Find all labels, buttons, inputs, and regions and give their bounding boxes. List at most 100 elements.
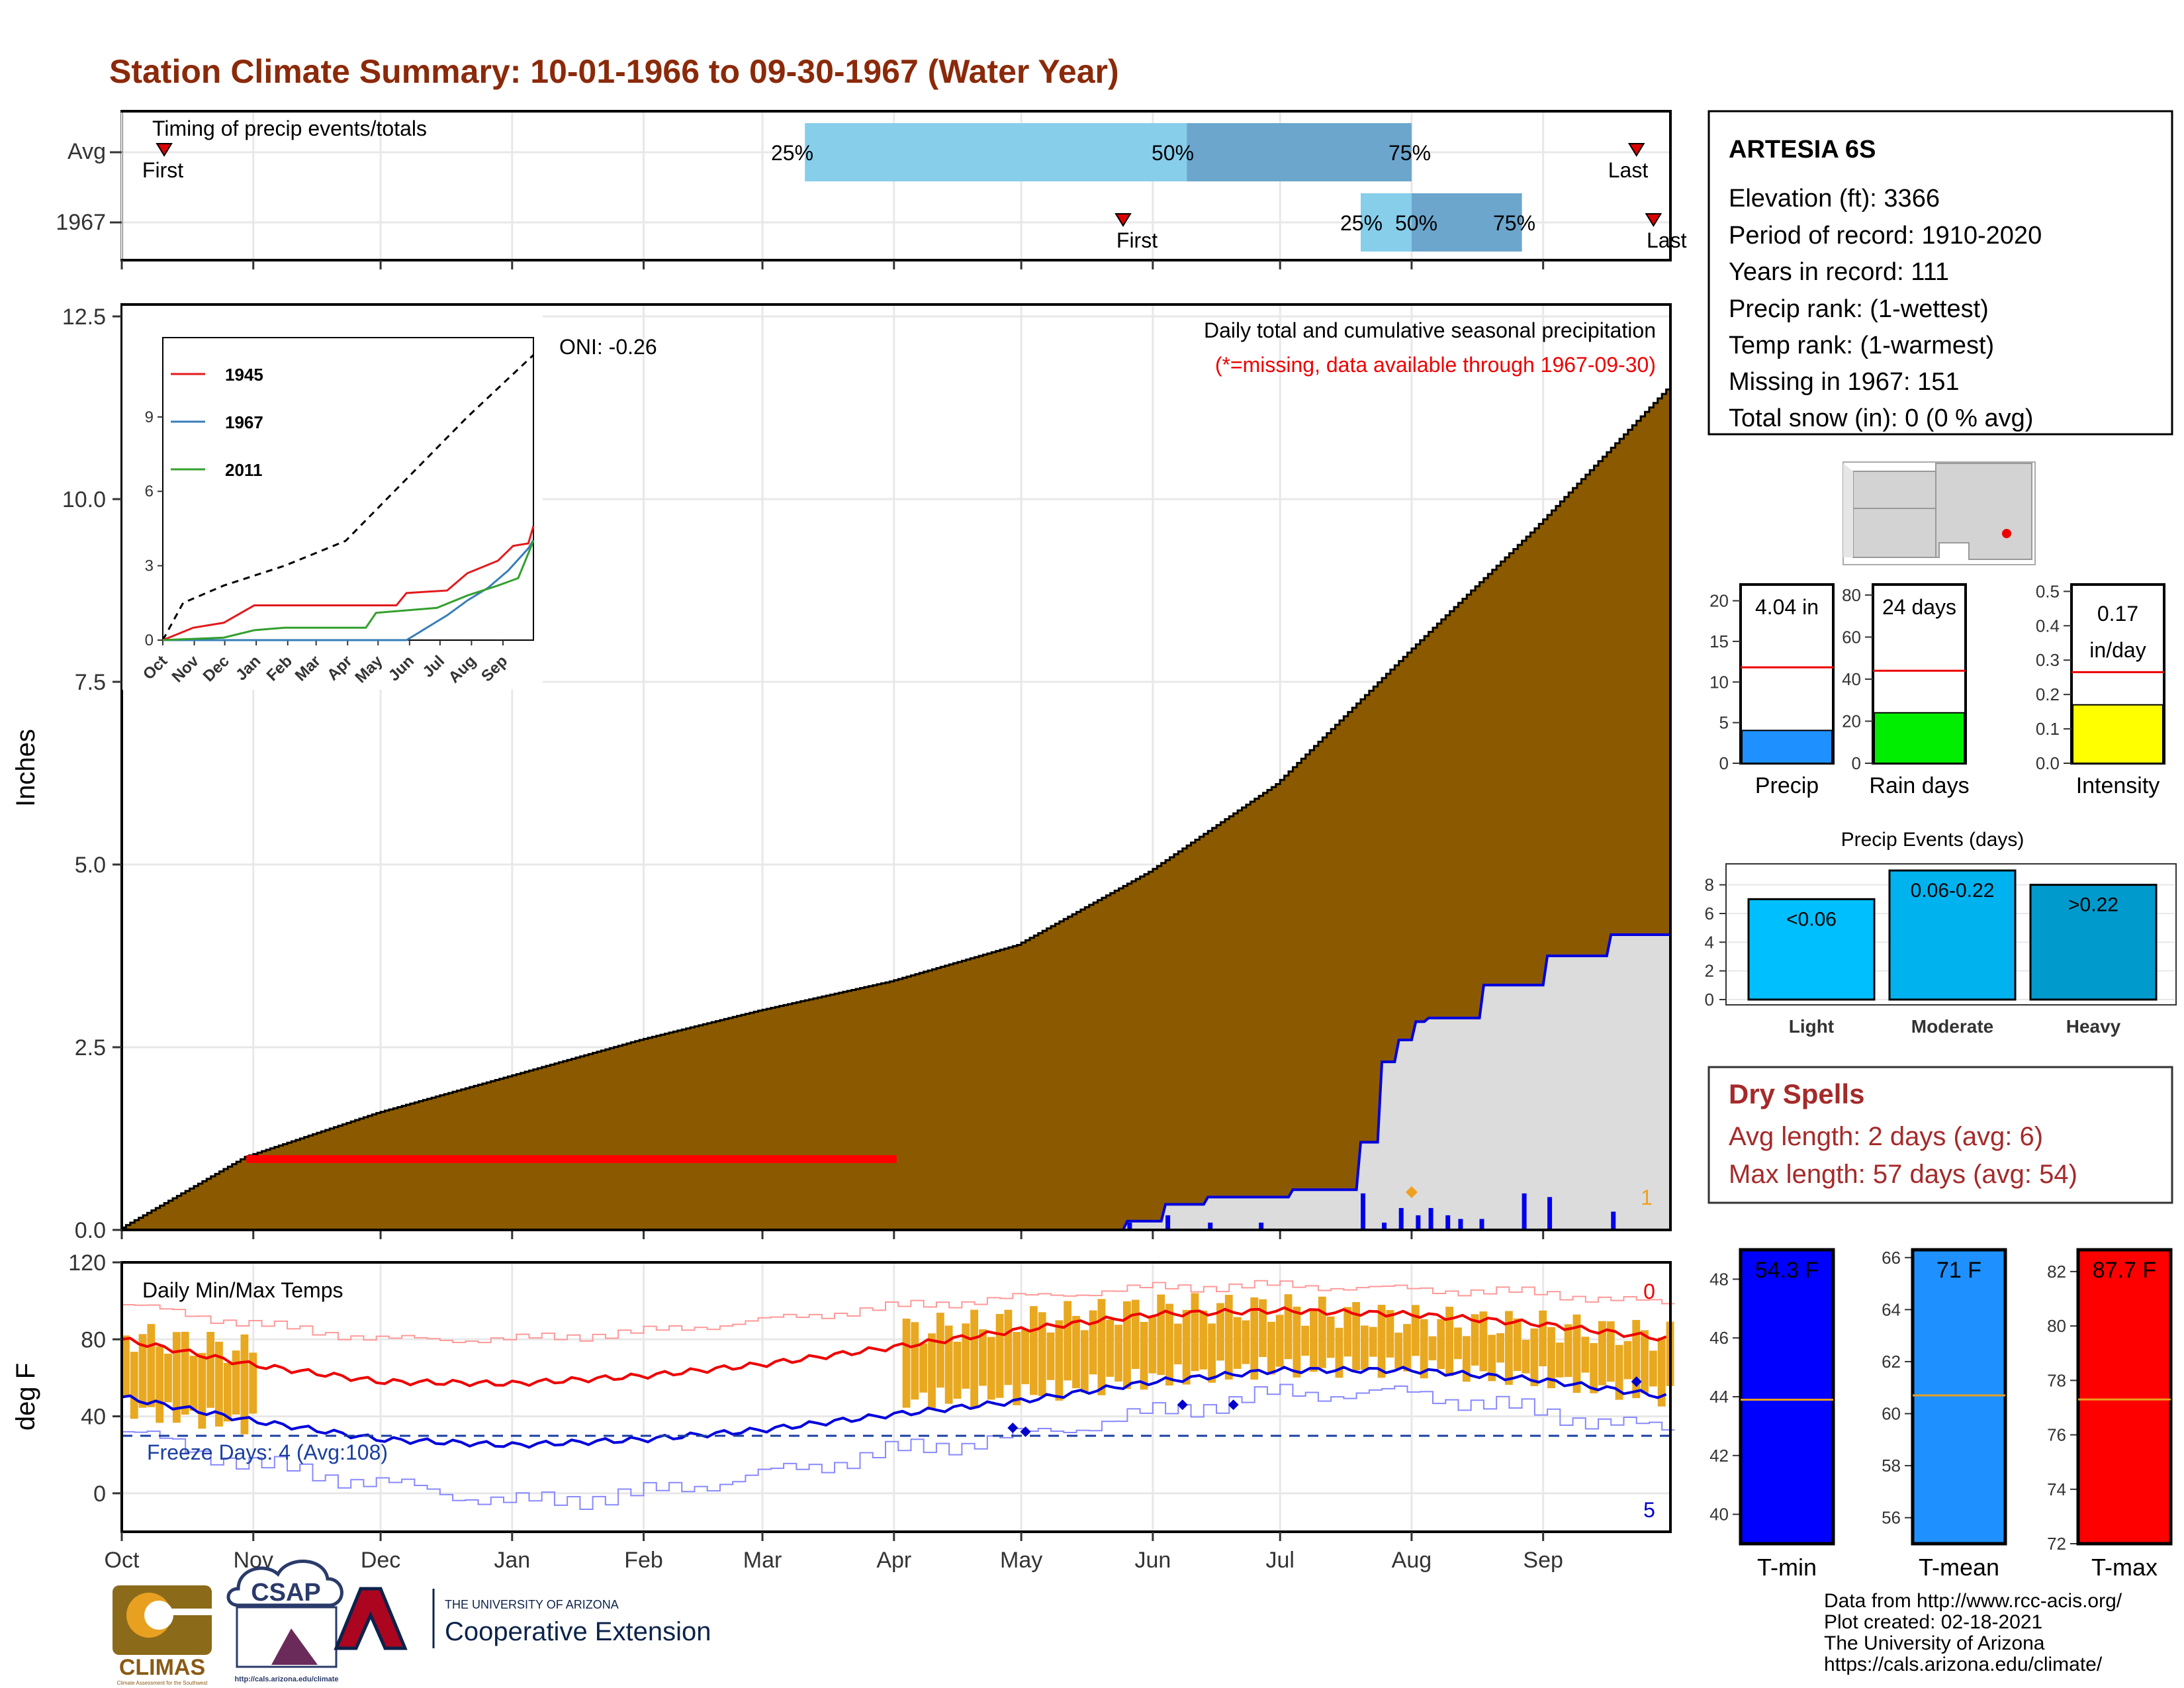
temp-daily-bar [1267, 1321, 1275, 1375]
temp-daily-bar [1581, 1336, 1590, 1373]
precip-y-tick-label: 5.0 [75, 853, 106, 878]
missing-day-marker [390, 1155, 396, 1163]
mini-value-bar [1741, 729, 1833, 765]
missing-day-marker [768, 1155, 774, 1163]
temp-daily-bar [1445, 1307, 1454, 1376]
daily-precip-bar [1479, 1219, 1484, 1230]
temp-daily-bar [1165, 1303, 1173, 1386]
precip-y-tick-label: 2.5 [75, 1035, 106, 1060]
timing-1967-p75: 75% [1493, 211, 1535, 235]
mini-y-tick-label: 0 [1852, 753, 1861, 773]
missing-day-marker [246, 1155, 252, 1163]
record-max-line [122, 1280, 1675, 1344]
precip-missing-markers [246, 1155, 897, 1163]
missing-day-marker [433, 1155, 439, 1163]
missing-day-marker [500, 1155, 506, 1163]
missing-day-marker [857, 1155, 863, 1163]
precip-count: 1 [1641, 1186, 1653, 1209]
precip-1967-line [122, 933, 1670, 1231]
temp-bar-tmean: 56 58 60 62 64 66 71 F T-mean [1882, 1248, 2007, 1581]
missing-day-marker [365, 1155, 371, 1163]
precip-frame [120, 303, 1672, 1231]
mini-y-tick-label: 10 [1709, 672, 1729, 692]
timing-1967-labels: First 25% 50% 75% Last [1116, 211, 1687, 252]
missing-day-marker [709, 1155, 715, 1163]
footer-credits: Data from http://www.rcc-acis.org/ Plot … [1824, 1590, 2122, 1675]
precip-panel-title: Daily total and cumulative seasonal prec… [1204, 318, 1656, 342]
temp-daily-bar [1428, 1336, 1437, 1360]
station-years: Years in record: 111 [1729, 258, 1949, 286]
timing-bar-50-75 [1411, 193, 1522, 252]
timing-triangle-marker [1627, 143, 1645, 157]
missing-day-marker [628, 1155, 634, 1163]
temp-daily-bar [995, 1313, 1004, 1398]
temp-daily-bar [215, 1341, 223, 1427]
missing-day-marker [623, 1155, 629, 1163]
temp-daily-bar [1191, 1293, 1199, 1372]
missing-day-marker [743, 1155, 749, 1163]
inset-y-tick-label: 6 [145, 483, 154, 500]
missing-day-marker [463, 1155, 469, 1163]
mini-value-bar [2072, 704, 2163, 764]
missing-day-marker [751, 1155, 757, 1163]
missing-day-marker [704, 1155, 710, 1163]
temp-summary-y-tick-label: 62 [1882, 1352, 1901, 1372]
temp-daily-bar [911, 1322, 919, 1400]
daily-precip-bar [1547, 1197, 1553, 1230]
missing-day-marker [823, 1155, 829, 1163]
missing-day-marker [394, 1155, 400, 1163]
locator-map [1843, 461, 2036, 565]
inset-line-1945 [162, 526, 535, 641]
missing-day-marker [369, 1155, 375, 1163]
missing-day-marker [861, 1155, 867, 1163]
daily-precip-bar [1382, 1222, 1387, 1230]
timing-triangle-marker [1645, 213, 1662, 227]
mini-y-tick-label: 5 [1719, 713, 1729, 733]
temp-summary-y-tick-label: 82 [2047, 1262, 2066, 1282]
temp-daily-bar [1479, 1311, 1488, 1372]
precip-daily-bars [1127, 1186, 1616, 1230]
temp-daily-bar [147, 1324, 156, 1407]
events-range-label: >0.22 [2068, 894, 2118, 916]
avg-min-line [121, 1366, 1667, 1449]
month-x-axis: Oct Nov Dec Jan Feb Mar Apr May Jun Jul Aug Sep [105, 1532, 1563, 1573]
missing-day-marker [547, 1155, 553, 1163]
missing-day-marker [407, 1155, 413, 1163]
missing-day-marker [619, 1155, 625, 1163]
temp-daily-bar [1411, 1305, 1420, 1356]
precip-1967-cumulative [122, 933, 1670, 1231]
missing-day-marker [280, 1155, 286, 1163]
temp-daily-bar [928, 1333, 936, 1410]
mini-y-tick-label: 15 [1709, 632, 1729, 651]
missing-day-marker [866, 1155, 872, 1163]
temp-daily-bar [1199, 1310, 1208, 1370]
temp-daily-bar [1310, 1311, 1318, 1372]
missing-day-marker [267, 1155, 273, 1163]
daily-precip-bar [1259, 1222, 1264, 1230]
mini-y-tick-label: 0.0 [2036, 753, 2060, 773]
month-x-label: Jul [1265, 1548, 1294, 1573]
missing-day-marker [637, 1155, 643, 1163]
inset-legend-1967: 1967 [225, 412, 263, 432]
missing-day-marker [794, 1155, 799, 1163]
missing-day-marker [569, 1155, 574, 1163]
record-low-marker [1020, 1426, 1031, 1437]
temp-daily-bar [172, 1332, 181, 1423]
temp-daily-bar [1539, 1310, 1547, 1366]
missing-day-marker [670, 1155, 676, 1163]
temp-daily-bar [1564, 1324, 1572, 1378]
missing-day-marker [615, 1155, 621, 1163]
missing-day-marker [560, 1155, 566, 1163]
temp-daily-bar [1038, 1312, 1046, 1396]
temp-daily-bar [1530, 1328, 1539, 1387]
temp-daily-bar [223, 1362, 232, 1422]
missing-day-marker [424, 1155, 430, 1163]
missing-day-marker [789, 1155, 795, 1163]
temp-frame [120, 1261, 1672, 1533]
missing-day-marker [887, 1155, 893, 1163]
temp-daily-bar [249, 1352, 257, 1414]
tmin-label: T-min [1757, 1554, 1817, 1581]
temp-daily-bar [1293, 1306, 1301, 1378]
temp-daily-bar [1216, 1303, 1224, 1361]
precip-cumulative-area [120, 388, 1672, 1231]
